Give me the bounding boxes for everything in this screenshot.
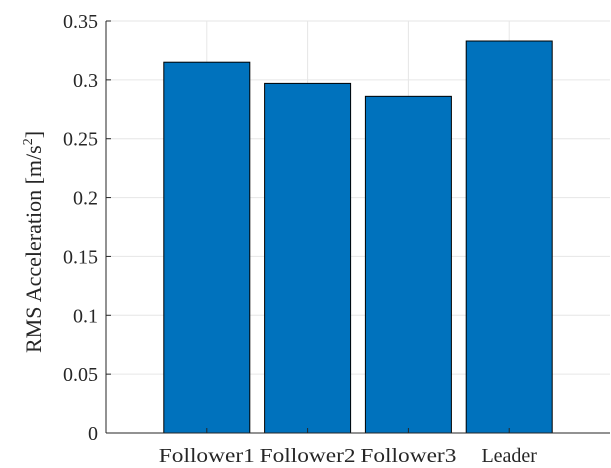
x-tick-label: Leader <box>481 445 537 467</box>
y-axis-label-suffix: ] <box>21 131 46 138</box>
axes <box>105 20 610 434</box>
bar-follower2 <box>264 82 352 434</box>
y-tick-label: 0.35 <box>63 11 98 33</box>
bar-follower1 <box>163 61 251 434</box>
x-tick-labels: Follower1 Follower2 Follower3 Leader <box>159 445 537 467</box>
y-axis-label-superscript: 2 <box>21 138 36 145</box>
y-tick-labels: 0 0.05 0.1 0.15 0.2 0.25 0.3 0.35 <box>63 11 98 445</box>
x-tick-label: Follower2 <box>260 445 356 467</box>
bar-leader <box>465 40 553 434</box>
y-tick-label: 0.3 <box>73 70 98 92</box>
bar-follower3 <box>364 95 452 434</box>
y-axis-label: RMS Acceleration [m/s2] <box>21 131 46 353</box>
y-tick-label: 0 <box>88 423 98 445</box>
y-tick-label: 0.2 <box>73 188 98 210</box>
y-tick-label: 0.15 <box>63 246 98 268</box>
y-tick-label: 0.1 <box>73 305 98 327</box>
y-tick-label: 0.25 <box>63 129 98 151</box>
x-tick-label: Follower3 <box>360 445 456 467</box>
x-tick-label: Follower1 <box>159 445 255 467</box>
bars <box>163 40 553 434</box>
y-tick-label: 0.05 <box>63 364 98 386</box>
y-axis-label-main: RMS Acceleration [m/s <box>21 145 46 353</box>
